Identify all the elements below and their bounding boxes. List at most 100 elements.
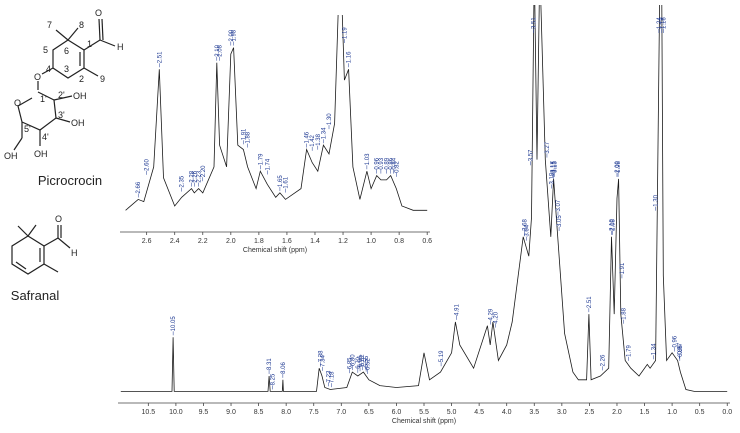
x-tick-label: 10.0 [169,409,183,416]
bond [55,29,69,41]
peak-label: 1.34 [321,127,327,139]
atom-label: OH [71,118,85,128]
peak-label: 3.68 [522,219,528,231]
compound-name: Picrocrocin [38,173,102,188]
peak-label: 5.19 [439,350,445,362]
x-tick-label: 2.2 [198,238,208,245]
compound-name: Safranal [11,288,60,303]
x-tick-label: 3.0 [557,409,567,416]
x-tick-label: 10.5 [142,409,156,416]
x-tick-label: 2.6 [142,238,152,245]
atom-label: OH [4,151,18,161]
bond [55,117,71,123]
peak-label: 3.15 [552,161,558,173]
bond [15,261,27,270]
x-tick-label: 2.5 [585,409,595,416]
x-tick-label: 1.5 [640,409,650,416]
peak-label: 3.27 [545,141,551,153]
peak-label: 6.85 [348,357,354,369]
x-tick-label: 1.0 [366,238,376,245]
peak-label: 1.46 [305,131,311,143]
x-tick-label: 2.4 [170,238,180,245]
peak-label: 6.52 [366,358,372,370]
peak-label: 1.88 [246,131,252,143]
peak-label: 8.25 [270,373,276,385]
peak-label: 1.19 [342,27,348,39]
bond [98,18,101,41]
peak-label: 0.86 [678,344,684,356]
atom-label: 1' [40,94,47,104]
peak-label: 1.03 [365,153,371,165]
peak-label: 0.89 [385,157,391,169]
peak-label: 1.65 [278,175,284,187]
peak-label: 3.05 [557,215,563,227]
peak-label: 2.10 [609,219,615,231]
peak-label: 1.16 [661,17,667,29]
x-tick-label: 7.5 [309,409,319,416]
bond [53,95,73,101]
atom-label: 4' [42,132,49,142]
x-tick-label: 9.5 [199,409,209,416]
peak-label: 8.31 [267,358,273,370]
peak-label: 4.20 [494,311,500,323]
x-axis-title: Chemical shift (ppm) [392,418,456,425]
peak-label: 1.30 [327,113,333,125]
atom-label: O [95,8,102,18]
x-tick-label: 8.0 [281,409,291,416]
peak-label: 7.34 [321,355,327,367]
x-tick-label: 6.0 [392,409,402,416]
x-tick-label: 6.5 [364,409,374,416]
atom-label: OH [73,91,87,101]
peak-label: 3.64 [525,224,531,236]
x-tick-label: 9.0 [226,409,236,416]
x-tick-label: 1.2 [338,238,348,245]
peak-label: 1.91 [241,128,247,140]
peak-label: 6.80 [350,354,356,366]
x-tick-label: 0.6 [422,238,432,245]
bond [27,224,37,237]
peak-label: 3.19 [549,172,555,184]
peak-label: 3.51 [532,17,538,29]
x-tick-label: 0.8 [394,238,404,245]
bond [101,18,104,41]
bond [99,39,116,47]
peak-label: 1.30 [654,194,660,206]
peak-label: 2.08 [218,44,224,56]
peak-label: 1.42 [310,134,316,146]
peak-label: 0.96 [672,335,678,347]
bond [57,237,71,249]
peak-label: 1.24 [657,17,663,29]
atom-label: 6 [64,46,69,56]
x-tick-label: 3.5 [529,409,539,416]
atom-label: 2 [79,74,84,84]
peak-label: 3.17 [550,161,556,173]
peak-label: 1.79 [627,344,633,356]
peak-label: 2.08 [611,219,617,231]
peak-label: 1.79 [258,153,264,165]
x-tick-label: 7.0 [336,409,346,416]
x-tick-label: 1.8 [254,238,264,245]
bond [83,39,101,51]
peak-label: 7.38 [318,350,324,362]
atom-label: 1 [87,39,92,49]
spectrum-line [120,5,728,392]
peak-label: 2.20 [201,165,207,177]
bond [43,237,59,247]
peak-label: 2.51 [587,296,593,308]
peak-label: 8.06 [281,361,287,373]
peak-label: 2.66 [136,181,142,193]
picrocrocin-structure: 7 8 6 5 1 O H 4 3 2 9 O O 1' 2' OH 3' OH… [4,8,124,188]
bond [83,67,99,77]
peak-label: 0.86 [389,157,395,169]
x-tick-label: 5.0 [447,409,457,416]
peak-label: 1.34 [651,343,657,355]
peak-label: 7.18 [329,371,335,383]
atom-label: 3' [58,110,65,120]
atom-label: 9 [100,74,105,84]
x-tick-label: 4.5 [474,409,484,416]
atom-label: 7 [47,20,52,30]
peak-label: 0.96 [375,157,381,169]
peak-label: 0.93 [379,157,385,169]
peak-label: 10.05 [171,316,177,332]
